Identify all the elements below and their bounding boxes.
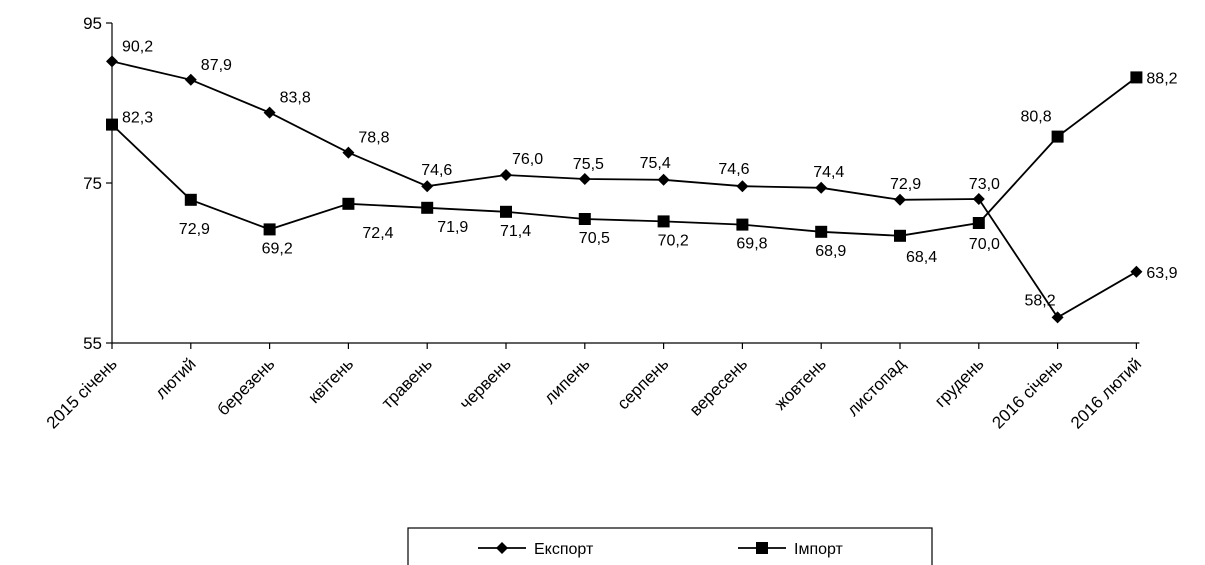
chart-axes (106, 22, 1140, 349)
legend-label-export: Експорт (534, 541, 594, 558)
x-tick-label: червень (456, 354, 515, 413)
import-value-label: 88,2 (1146, 70, 1177, 87)
legend-marker-export (496, 542, 508, 554)
export-point (106, 55, 118, 68)
import-value-label: 72,9 (179, 221, 210, 238)
import-point (106, 118, 118, 131)
export-value-label: 76,0 (512, 151, 543, 168)
x-tick-label: 2016 січень (988, 354, 1066, 432)
import-value-label: 71,4 (500, 223, 531, 240)
import-point (421, 201, 434, 214)
import-point (263, 223, 276, 236)
legend-box (407, 527, 933, 565)
import-point (184, 193, 197, 206)
y-tick-label: 75 (83, 174, 102, 193)
x-tick-label: липень (540, 354, 593, 407)
export-point (657, 173, 670, 186)
x-tick-label: листопад (843, 354, 908, 419)
export-point (578, 173, 591, 185)
import-point (578, 213, 591, 225)
export-point (421, 180, 434, 193)
export-value-label: 74,6 (421, 162, 452, 179)
chart-series (106, 55, 1143, 324)
import-point (500, 205, 512, 218)
export-value-label: 74,6 (718, 161, 749, 178)
x-tick-label: серпень (614, 354, 673, 413)
export-value-label: 63,9 (1146, 265, 1177, 282)
import-value-label: 69,8 (736, 236, 767, 253)
export-point (500, 169, 512, 181)
x-tick-label: березень (213, 354, 278, 419)
import-value-label: 69,2 (262, 240, 293, 257)
legend-marker-import (756, 542, 768, 554)
export-value-label: 87,9 (201, 57, 232, 74)
export-value-label: 72,9 (890, 176, 921, 193)
x-tick-label: грудень (931, 354, 988, 411)
series-line-0 (111, 60, 1137, 319)
import-point (342, 197, 355, 210)
export-value-label: 74,4 (813, 164, 844, 181)
export-value-label: 73,0 (969, 176, 1000, 193)
export-value-label: 75,5 (573, 156, 604, 173)
import-point (815, 225, 828, 238)
import-value-label: 68,4 (906, 249, 937, 266)
export-point (263, 106, 276, 119)
export-value-label: 58,2 (1024, 292, 1055, 309)
import-point (736, 218, 749, 231)
export-point (1130, 265, 1143, 278)
import-value-label: 80,8 (1020, 109, 1051, 126)
export-point (342, 146, 355, 159)
chart-legend: Експорт Імпорт (407, 527, 933, 565)
x-tick-label: травень (378, 354, 436, 412)
y-tick-label: 55 (83, 334, 102, 353)
export-point (184, 73, 197, 86)
x-tick-label: жовтень (771, 354, 830, 413)
export-point (972, 193, 985, 205)
import-point (657, 215, 670, 228)
data-labels: 90,2 87,9 83,8 78,8 74,6 76,0 75,5 75,4 74,6 74,4… (122, 38, 1178, 309)
import-point (1051, 130, 1064, 143)
import-point (1130, 71, 1143, 84)
import-value-label: 70,5 (579, 230, 610, 247)
import-value-label: 70,0 (969, 236, 1000, 253)
import-value-label: 68,9 (815, 243, 846, 260)
x-tick-label: квітень (305, 354, 358, 407)
export-point (736, 180, 749, 193)
legend-label-import: Імпорт (794, 541, 844, 558)
x-tick-label: 2016 лютий (1067, 354, 1145, 432)
import-point (972, 217, 985, 229)
series-line-1 (111, 76, 1137, 237)
x-tick-label: вересень (686, 354, 751, 419)
import-value-label: 72,4 (362, 225, 393, 242)
export-point (815, 181, 828, 194)
export-value-label: 90,2 (122, 38, 153, 55)
export-value-label: 78,8 (358, 130, 389, 147)
y-axis-tick-labels: 55 75 95 (83, 14, 102, 353)
import-value-label: 71,9 (437, 219, 468, 236)
import-point (894, 229, 906, 242)
export-point (1051, 311, 1064, 324)
x-tick-label: лютий (151, 354, 199, 402)
x-axis-tick-labels: 2015 січень лютий березень квітень травень че… (43, 354, 1145, 432)
export-point (894, 193, 906, 206)
export-value-label: 75,4 (640, 155, 671, 172)
x-tick-label: 2015 січень (43, 354, 121, 432)
y-tick-label: 95 (83, 14, 102, 33)
import-value-label: 70,2 (658, 232, 689, 249)
import-value-label: 82,3 (122, 110, 153, 127)
export-value-label: 83,8 (280, 90, 311, 107)
